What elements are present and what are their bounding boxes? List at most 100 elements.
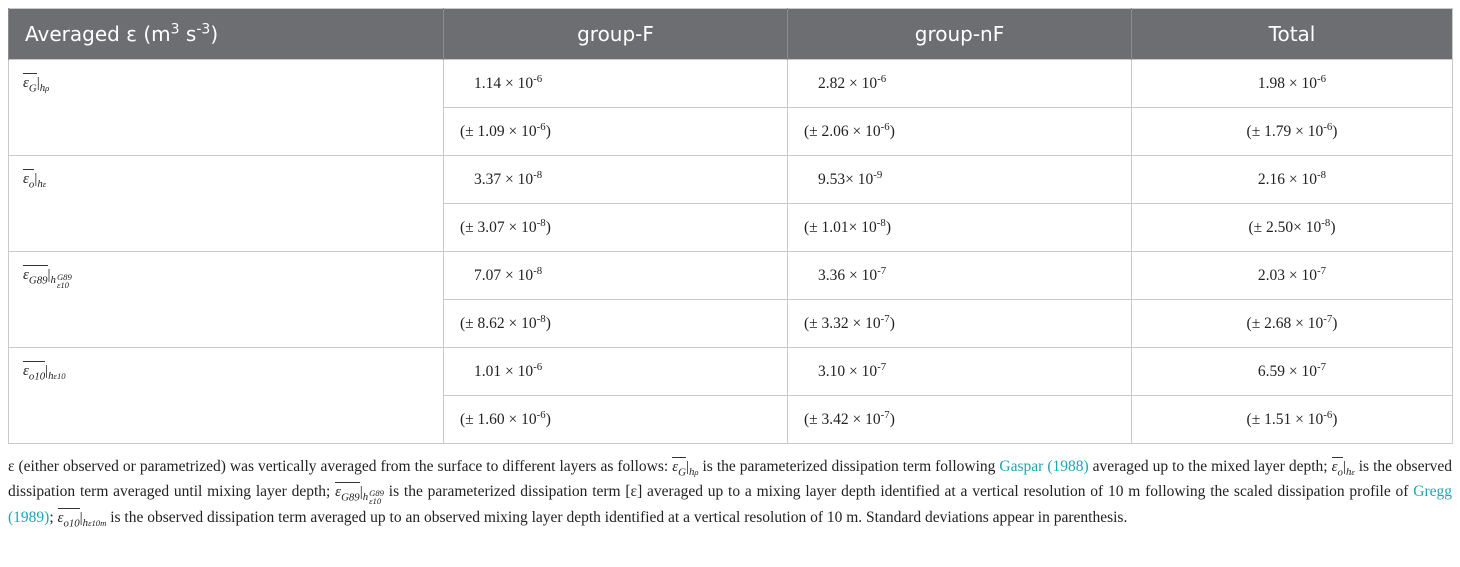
row-label: εG89|h G89 ε10 xyxy=(8,251,444,348)
value-cell: 2.03 × 10-7 xyxy=(1131,251,1453,300)
symbol-subscript: o xyxy=(1337,466,1343,479)
cell-exponent: -7 xyxy=(877,360,887,373)
symbol-subscript: G89 xyxy=(341,490,360,503)
math-symbol: εo10|hε10m xyxy=(57,507,107,529)
cell-exponent: -6 xyxy=(1317,72,1327,85)
column-header: group-F xyxy=(443,8,788,60)
cell-exponent: -8 xyxy=(533,264,543,277)
depth-symbol: h xyxy=(82,516,89,529)
cell-closing: ) xyxy=(1332,314,1338,332)
cell-value: 3.37 × 10 xyxy=(474,170,534,188)
deviation-row: (± 1.09 × 10-6) (± 2.06 × 10-6) (± 1.79 × … xyxy=(9,107,1453,156)
overlined-term: εo10 xyxy=(57,507,80,529)
deviation-cell: (± 8.62 × 10-8) xyxy=(443,299,788,348)
value-cell: 6.59 × 10-7 xyxy=(1131,347,1453,396)
cell-exponent: -7 xyxy=(1317,264,1327,277)
cell-closing: ) xyxy=(889,122,895,140)
cell-closing: ) xyxy=(545,314,551,332)
cell-exponent: -8 xyxy=(536,216,546,229)
cell-value: 3.36 × 10 xyxy=(818,266,878,284)
evaluation-subscript: hρ xyxy=(689,466,699,478)
depth-subscript: ε xyxy=(42,179,47,190)
cell-exponent: -6 xyxy=(1323,408,1333,421)
value-cell: 3.36 × 10-7 xyxy=(787,251,1132,300)
cell-closing: ) xyxy=(545,218,551,236)
math-symbol: εG89|h G89 ε10 xyxy=(335,481,384,506)
value-cell: 2.16 × 10-8 xyxy=(1131,155,1453,204)
deviation-cell: (± 2.68 × 10-7) xyxy=(1131,299,1453,348)
evaluation-bar: | xyxy=(45,363,49,379)
overlined-term: εo10 xyxy=(23,361,46,382)
note-text: is the parameterized dissipation term [ε… xyxy=(383,482,1414,500)
citation-link[interactable]: Gaspar (1988) xyxy=(999,458,1089,475)
value-cell: 1.98 × 10-6 xyxy=(1131,59,1453,108)
row-label: εG|hρ xyxy=(8,59,444,156)
evaluation-subscript: h G89 ε10 xyxy=(51,272,72,289)
cell-value: 7.07 × 10 xyxy=(474,266,534,284)
evaluation-bar: | xyxy=(1342,459,1346,475)
deviation-cell: (± 1.60 × 10-6) xyxy=(443,395,788,444)
math-symbol: εG|hρ xyxy=(672,457,699,478)
symbol: ε xyxy=(23,171,29,187)
cell-exponent: -8 xyxy=(876,216,886,229)
cell-value: (± 1.01× 10 xyxy=(804,218,877,236)
cell-value: (± 2.06 × 10 xyxy=(804,122,881,140)
value-cell: 3.37 × 10-8 xyxy=(443,155,788,204)
value-cell: 2.82 × 10-6 xyxy=(787,59,1132,108)
evaluation-bar: | xyxy=(685,459,689,475)
deviation-cell: (± 1.01× 10-8) xyxy=(787,203,1132,252)
cell-closing: ) xyxy=(1332,122,1338,140)
cell-exponent: -8 xyxy=(533,168,543,181)
evaluation-bar: | xyxy=(36,75,40,91)
table-note: ε (either observed or parametrized) was … xyxy=(8,455,1452,530)
depth-subscript: ε10m xyxy=(88,517,107,528)
evaluation-subscript: hρ xyxy=(40,82,50,94)
symbol-subscript: G xyxy=(28,82,37,95)
value-cell: 1.14 × 10-6 xyxy=(443,59,788,108)
symbol: ε xyxy=(23,75,29,91)
math-symbol: εo|hε xyxy=(23,169,47,191)
symbol: ε xyxy=(23,363,29,379)
symbol-subscript: o xyxy=(28,178,35,191)
cell-value: (± 1.60 × 10 xyxy=(460,410,537,428)
header-superscript: 3 xyxy=(170,21,180,38)
header-row: Averaged ε (m3 s-3) group-F group-nF Total xyxy=(8,8,1453,60)
cell-value: 2.03 × 10 xyxy=(1257,266,1318,284)
table-body: εG|hρ 1.14 × 10-6 2.82 × 10-6 1.98 × 10-6 (±… xyxy=(8,59,1453,444)
cell-exponent: -6 xyxy=(877,72,887,85)
depth-subscript: ρ xyxy=(694,467,699,478)
column-header: group-nF xyxy=(787,8,1132,60)
column-header: Total xyxy=(1131,8,1453,60)
deviation-row: (± 8.62 × 10-8) (± 3.32 × 10-7) (± 2.68 × … xyxy=(9,299,1453,348)
deviation-cell: (± 1.79 × 10-6) xyxy=(1131,107,1453,156)
row-label: εo10|hε10 xyxy=(8,347,444,444)
evaluation-subscript: hε10m xyxy=(83,517,107,529)
deviation-row: (± 3.07 × 10-8) (± 1.01× 10-8) (± 2.50× 10… xyxy=(9,203,1453,252)
cell-value: (± 1.09 × 10 xyxy=(460,122,537,140)
evaluation-subscript: hε10 xyxy=(48,370,65,382)
cell-exponent: -9 xyxy=(873,168,883,181)
depth-symbol: h xyxy=(37,178,43,191)
cell-exponent: -6 xyxy=(533,360,543,373)
cell-value: 2.82 × 10 xyxy=(818,74,878,92)
deviation-cell: (± 3.07 × 10-8) xyxy=(443,203,788,252)
value-cell: 3.10 × 10-7 xyxy=(787,347,1132,396)
overlined-term: εo xyxy=(23,169,35,191)
cell-value: 9.53× 10 xyxy=(818,170,874,188)
note-text: averaged up to the mixed layer depth; xyxy=(1088,458,1332,475)
symbol: ε xyxy=(57,509,64,526)
cell-closing: ) xyxy=(889,314,895,332)
cell-value: (± 2.50× 10 xyxy=(1248,218,1322,236)
cell-closing: ) xyxy=(885,218,892,236)
math-symbol: εG89|h G89 ε10 xyxy=(23,265,72,289)
citation-link[interactable]: Gregg (1989) xyxy=(8,482,1452,526)
cell-exponent: -7 xyxy=(1323,312,1333,325)
header-text: Averaged ε (m xyxy=(25,22,171,46)
symbol-subscript: o10 xyxy=(63,516,80,529)
deviation-cell: (± 2.50× 10-8) xyxy=(1131,203,1453,252)
cell-value: 2.16 × 10 xyxy=(1257,170,1318,188)
overlined-term: εG89 xyxy=(23,265,48,286)
depth-subscript: ε xyxy=(1351,467,1355,478)
data-table: Averaged ε (m3 s-3) group-F group-nF Total … xyxy=(8,8,1453,444)
